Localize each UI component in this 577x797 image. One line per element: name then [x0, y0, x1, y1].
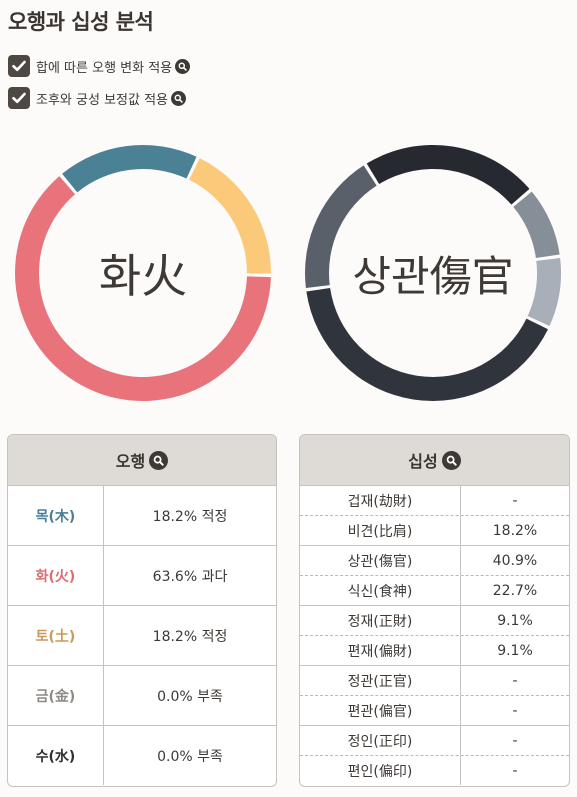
ohaeng-value-cell: 18.2% 적정 [152, 508, 228, 525]
sipseong-value-cell: 9.1% [497, 642, 533, 659]
sipseong-table-title: 십성 [408, 452, 438, 471]
table-row: 정재(正財) 9.1% [300, 606, 569, 636]
sipseong-name-cell: 식신(食神) [300, 576, 461, 605]
ohaeng-table-title: 오행 [115, 452, 146, 471]
ohaeng-table-header: 오행 [8, 435, 276, 486]
table-row: 목(木) 18.2% 적정 [8, 486, 276, 546]
table-row: 정관(正官) - [300, 666, 569, 696]
ohaeng-value-cell: 63.6% 과다 [152, 568, 228, 585]
option-hap-change[interactable]: 합에 따른 오행 변화 적용 [8, 54, 191, 78]
sipseong-name-cell: 편인(偏印) [300, 756, 461, 785]
sipseong-donut-segment [305, 165, 377, 288]
ohaeng-name-cell: 화(火) [8, 546, 104, 605]
ohaeng-donut-center-label: 화火 [98, 249, 188, 303]
sipseong-donut-segment [306, 288, 549, 401]
table-row: 겁재(劫財) - [300, 486, 569, 516]
table-row: 정인(正印) - [300, 726, 569, 756]
table-row: 편인(偏印) - [300, 756, 569, 785]
table-row: 식신(食神) 22.7% [300, 576, 569, 606]
sipseong-name-cell: 겁재(劫財) [300, 486, 461, 515]
ohaeng-name-cell: 토(土) [8, 606, 104, 665]
ohaeng-donut-chart [14, 145, 271, 401]
table-row: 상관(傷官) 40.9% [300, 546, 569, 576]
sipseong-value-cell: 18.2% [492, 522, 538, 539]
option-hap-change-label: 합에 따른 오행 변화 적용 [36, 60, 173, 76]
sipseong-value-cell: - [512, 762, 518, 779]
sipseong-name-cell: 상관(傷官) [300, 546, 461, 575]
table-row: 금(金) 0.0% 부족 [8, 666, 276, 726]
check-icon [12, 60, 26, 72]
checkbox-johu-correction[interactable] [8, 87, 30, 109]
sipseong-donut-center-label: 상관傷官 [352, 251, 514, 301]
ohaeng-name-cell: 수(水) [8, 726, 104, 785]
table-row: 토(土) 18.2% 적정 [8, 606, 276, 666]
sipseong-name-cell: 비견(比肩) [300, 516, 461, 545]
ohaeng-name-cell: 금(金) [8, 666, 104, 725]
sipseong-donut-segment [366, 145, 530, 205]
search-icon[interactable] [175, 58, 191, 74]
sipseong-donut-chart [305, 145, 561, 401]
option-johu-correction[interactable]: 조후와 궁성 보정값 적용 [8, 86, 186, 110]
sipseong-value-cell: - [512, 492, 518, 509]
ohaeng-donut-segment [189, 158, 271, 274]
table-row: 편관(偏官) - [300, 696, 569, 726]
sipseong-name-cell: 편재(偏財) [300, 636, 461, 665]
sipseong-donut-segment [513, 191, 560, 258]
sipseong-name-cell: 정재(正財) [300, 606, 461, 635]
search-icon[interactable] [441, 450, 461, 470]
sipseong-table-header: 십성 [300, 435, 569, 486]
ohaeng-donut-segment [62, 145, 197, 193]
ohaeng-value-cell: 0.0% 부족 [157, 688, 223, 705]
sipseong-name-cell: 정관(正官) [300, 666, 461, 695]
sipseong-name-cell: 정인(正印) [300, 726, 461, 755]
sipseong-value-cell: - [512, 702, 518, 719]
table-row: 화(火) 63.6% 과다 [8, 546, 276, 606]
page-title: 오행과 십성 분석 [8, 10, 154, 34]
sipseong-value-cell: 9.1% [497, 612, 533, 629]
sipseong-value-cell: 22.7% [492, 582, 538, 599]
sipseong-value-cell: - [512, 732, 518, 749]
search-icon[interactable] [171, 90, 186, 106]
option-johu-correction-label: 조후와 궁성 보정값 적용 [36, 92, 168, 108]
sipseong-name-cell: 편관(偏官) [300, 696, 461, 725]
table-row: 비견(比肩) 18.2% [300, 516, 569, 546]
table-row: 편재(偏財) 9.1% [300, 636, 569, 666]
ohaeng-value-cell: 0.0% 부족 [157, 748, 223, 765]
ohaeng-table: 오행 목(木) 18.2% 적정 화(火) 63.6% 과다 토(土) 18.2% 적정 금… [7, 434, 277, 787]
table-row: 수(水) 0.0% 부족 [8, 726, 276, 785]
ohaeng-donut-segment [14, 176, 271, 401]
checkbox-hap-change[interactable] [8, 55, 30, 77]
check-icon [12, 92, 26, 104]
sipseong-table: 십성 겁재(劫財) - 비견(比肩) 18.2% 상관(傷官) 40.9% 식신(食神) 22… [299, 434, 570, 787]
ohaeng-value-cell: 18.2% 적정 [152, 628, 228, 645]
sipseong-donut-segment [527, 258, 561, 326]
sipseong-value-cell: - [512, 672, 518, 689]
ohaeng-name-cell: 목(木) [8, 486, 104, 545]
sipseong-value-cell: 40.9% [492, 552, 538, 569]
search-icon[interactable] [149, 450, 169, 470]
